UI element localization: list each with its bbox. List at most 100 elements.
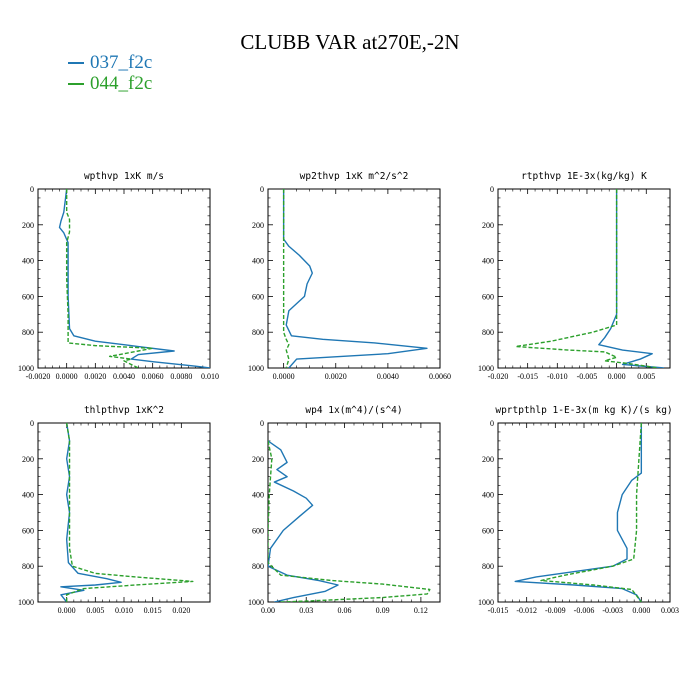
panel-1: wpthvp 1xK m/s 0 200 400 600 800 1000-0.0020 0.… <box>18 171 219 381</box>
y-tick-label: 1000 <box>248 364 264 373</box>
x-tick-label: 0.0060 <box>429 372 451 381</box>
x-tick-label: 0.09 <box>376 606 390 615</box>
y-tick-label: 1000 <box>478 598 494 607</box>
series-line-044_f2c <box>65 189 154 368</box>
y-tick-label: 1000 <box>18 598 34 607</box>
legend: 037_f2c 044_f2c <box>68 52 152 94</box>
series-line-044_f2c <box>515 189 659 368</box>
y-tick-label: 400 <box>482 491 494 500</box>
panel-title: wp4 1x(m^4)/(s^4) <box>305 405 402 416</box>
y-tick-label: 400 <box>252 257 264 266</box>
plot-frame <box>267 422 441 603</box>
series-line-037_f2c <box>60 423 122 602</box>
y-tick-label: 600 <box>482 292 494 301</box>
y-tick-label: 400 <box>252 491 264 500</box>
y-tick-label: 1000 <box>478 364 494 373</box>
y-tick-label: 400 <box>22 491 34 500</box>
panel-title: wprtpthlp 1-E-3x(m kg K)/(s kg) <box>495 405 672 416</box>
x-tick-label: -0.006 <box>574 606 595 615</box>
y-tick-label: 200 <box>22 221 34 230</box>
y-tick-label: 0 <box>30 185 34 194</box>
y-tick-label: 200 <box>252 455 264 464</box>
series-line-044_f2c <box>65 423 194 602</box>
plot-frame <box>37 188 211 369</box>
x-tick-label: 0.03 <box>299 606 313 615</box>
series-line-044_f2c <box>282 189 290 368</box>
y-tick-label: 600 <box>22 292 34 301</box>
x-tick-label: -0.009 <box>545 606 566 615</box>
y-tick-label: 400 <box>22 257 34 266</box>
y-tick-label: 0 <box>260 419 264 428</box>
plot-frame <box>37 422 211 603</box>
x-tick-label: 0.005 <box>637 372 655 381</box>
x-tick-label: 0.000 <box>608 372 626 381</box>
panel-3: rtpthvp 1E-3x(kg/kg) K02004006008001000-… <box>478 171 671 381</box>
y-tick-label: 0 <box>260 185 264 194</box>
y-tick-label: 200 <box>482 221 494 230</box>
panel-title: wpthvp 1xK m/s <box>84 171 164 182</box>
x-tick-label: 0.00 <box>261 606 275 615</box>
panel-title: wp2thvp 1xK m^2/s^2 <box>300 171 409 182</box>
x-tick-label: -0.003 <box>602 606 623 615</box>
y-tick-label: 200 <box>482 455 494 464</box>
x-tick-label: -0.015 <box>517 372 538 381</box>
series-line-044_f2c <box>540 423 643 602</box>
x-tick-label: -0.012 <box>516 606 537 615</box>
y-tick-label: 800 <box>482 562 494 571</box>
x-tick-label: 0.0000 <box>56 372 78 381</box>
x-tick-label: 0.000 <box>632 606 650 615</box>
x-tick-label: -0.010 <box>547 372 568 381</box>
x-tick-label: 0.0080 <box>170 372 192 381</box>
legend-item-2: 044_f2c <box>68 73 152 94</box>
series-line-037_f2c <box>268 440 339 602</box>
x-tick-label: 0.020 <box>172 606 190 615</box>
legend-swatch-2 <box>68 82 84 85</box>
series-line-044_f2c <box>268 440 431 602</box>
x-tick-label: 0.06 <box>337 606 351 615</box>
panel-4: thlpthvp 1xK^2 0 200 400 600 800 1000 0.000 0.00… <box>18 405 211 615</box>
y-tick-label: 800 <box>252 562 264 571</box>
x-tick-label: 0.0020 <box>84 372 106 381</box>
x-tick-label: -0.0020 <box>26 372 51 381</box>
y-tick-label: 600 <box>22 526 34 535</box>
x-tick-label: 0.003 <box>661 606 679 615</box>
y-tick-label: 0 <box>490 419 494 428</box>
series-line-037_f2c <box>282 189 428 368</box>
legend-item-1: 037_f2c <box>68 52 152 73</box>
x-tick-label: -0.020 <box>488 372 509 381</box>
x-tick-label: 0.0040 <box>377 372 399 381</box>
y-tick-label: 0 <box>490 185 494 194</box>
y-tick-label: 800 <box>22 562 34 571</box>
x-tick-label: 0.0060 <box>142 372 164 381</box>
series-line-037_f2c <box>514 423 643 602</box>
page-title: CLUBB VAR at270E,-2N <box>240 30 460 54</box>
panel-title: thlpthvp 1xK^2 <box>84 405 164 416</box>
y-tick-label: 200 <box>252 221 264 230</box>
x-tick-label: 0.0020 <box>325 372 347 381</box>
panel-2: wp2thvp 1xK m^2/s^2 0 200 400 600 800 1000 0.00… <box>248 171 451 381</box>
x-tick-label: -0.005 <box>577 372 598 381</box>
y-tick-label: 400 <box>482 257 494 266</box>
y-tick-label: 1000 <box>248 598 264 607</box>
series-line-037_f2c <box>598 189 665 368</box>
legend-label-2: 044_f2c <box>90 73 153 94</box>
x-tick-label: 0.010 <box>115 606 133 615</box>
x-tick-label: 0.0040 <box>113 372 135 381</box>
legend-swatch-1 <box>68 61 84 64</box>
x-tick-label: 0.005 <box>86 606 104 615</box>
x-tick-label: 0.015 <box>144 606 162 615</box>
panel-6: wprtpthlp 1-E-3x(m kg K)/(s kg)0 200 400 60… <box>478 405 679 615</box>
y-tick-label: 600 <box>252 526 264 535</box>
x-tick-label: 0.12 <box>414 606 428 615</box>
plot-frame <box>497 188 671 369</box>
panel-title: rtpthvp 1E-3x(kg/kg) K <box>521 171 647 182</box>
y-tick-label: 600 <box>252 292 264 301</box>
y-tick-label: 1000 <box>18 364 34 373</box>
plot-frame <box>497 422 671 603</box>
y-tick-label: 800 <box>482 328 494 337</box>
y-tick-label: 800 <box>252 328 264 337</box>
x-tick-label: 0.0000 <box>273 372 295 381</box>
y-tick-label: 800 <box>22 328 34 337</box>
